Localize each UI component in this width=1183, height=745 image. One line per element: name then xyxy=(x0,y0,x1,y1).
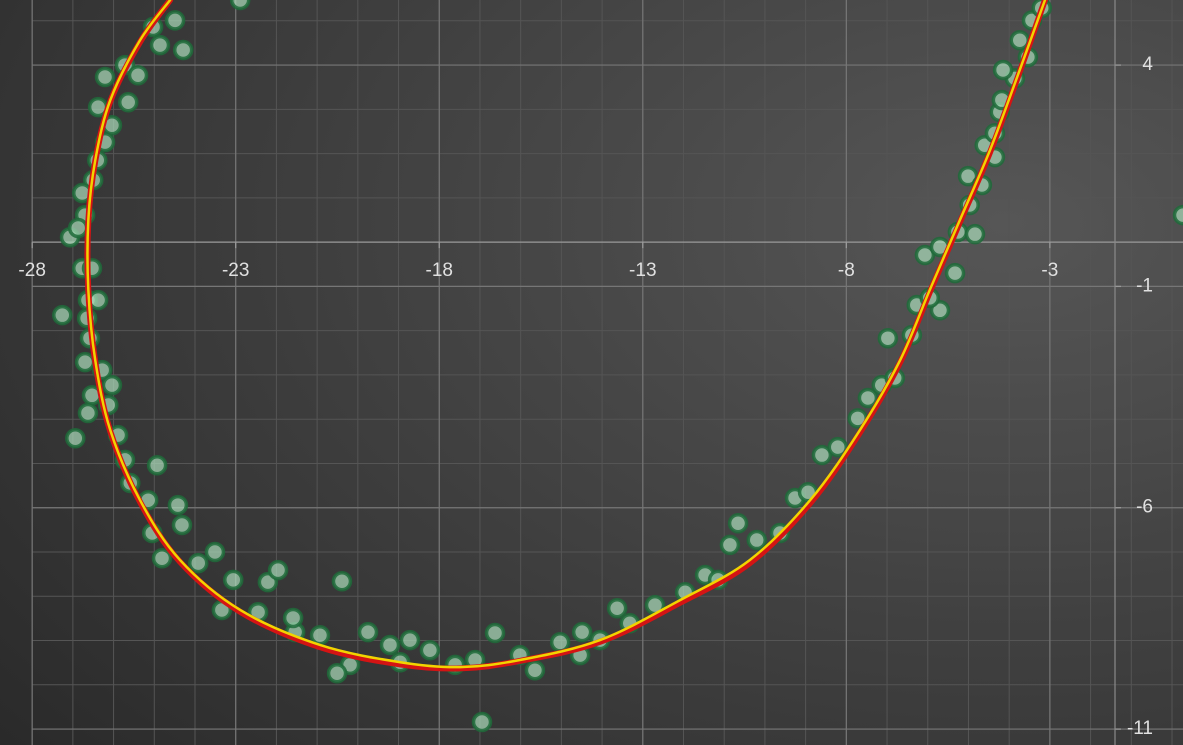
scatter-point xyxy=(877,327,899,349)
scatter-point xyxy=(331,570,353,592)
scatter-point xyxy=(188,552,209,574)
scatter-point xyxy=(1172,204,1183,226)
x-tick-label: -28 xyxy=(18,260,45,281)
scatter-point xyxy=(419,640,441,661)
scatter-point xyxy=(77,402,99,424)
scatter-point xyxy=(267,559,289,581)
scatter-point xyxy=(146,454,168,476)
scatter-point xyxy=(164,10,186,31)
scatter-point xyxy=(101,374,123,396)
scatter-point xyxy=(727,512,749,534)
scatter-point xyxy=(944,262,966,284)
scatter-point xyxy=(127,65,149,86)
scatter-point xyxy=(379,634,401,656)
x-tick-label: -13 xyxy=(629,260,656,281)
y-tick-label: -6 xyxy=(1136,497,1153,518)
y-tick-label: -11 xyxy=(1127,718,1153,739)
scatter-point xyxy=(282,607,304,629)
scatter-point xyxy=(94,66,116,88)
scatter-point xyxy=(549,632,571,653)
scatter-point xyxy=(857,387,879,409)
scatter-point xyxy=(399,629,421,651)
scatter-point xyxy=(326,663,348,684)
scatter-point xyxy=(811,444,833,466)
scatter-point xyxy=(964,223,986,245)
scatter-point xyxy=(827,436,849,458)
scatter-point xyxy=(357,621,379,643)
x-tick-label: -3 xyxy=(1041,260,1058,281)
scatter-point xyxy=(52,304,73,326)
scatter-point xyxy=(223,569,244,591)
scatter-point xyxy=(914,244,936,266)
scatter-point xyxy=(471,711,493,733)
plot xyxy=(52,0,1183,733)
y-tick-label: -1 xyxy=(1136,275,1153,296)
scatter-point xyxy=(524,659,546,681)
x-tick-label: -8 xyxy=(838,260,855,281)
scatter-point xyxy=(309,624,331,646)
fit-line xyxy=(86,0,1047,669)
scatter-point xyxy=(229,0,251,11)
scatter-point xyxy=(746,529,768,551)
scatter-point xyxy=(117,92,139,113)
scatter-point xyxy=(172,39,194,61)
scatter-point xyxy=(67,217,89,239)
scatter-point xyxy=(204,541,226,563)
scatter-point xyxy=(719,534,741,556)
x-tick-label: -23 xyxy=(222,260,249,281)
scatter-point xyxy=(992,59,1014,81)
scatter-point xyxy=(957,165,979,187)
scatter-point xyxy=(65,427,86,449)
scatter-point xyxy=(74,351,96,373)
scatter-point xyxy=(151,547,173,569)
scatter-point xyxy=(484,622,506,644)
scatter-point xyxy=(606,597,628,619)
scatter-point xyxy=(571,621,593,643)
y-tick-label: 4 xyxy=(1142,54,1153,75)
scatter-point xyxy=(171,514,193,536)
scatter-point xyxy=(167,494,189,516)
tick-labels: -28 -23 -18 -13 -8 -3 4 -1 -6 -11 xyxy=(18,54,1153,739)
scatter-point xyxy=(149,34,171,56)
x-tick-label: -18 xyxy=(426,260,453,281)
